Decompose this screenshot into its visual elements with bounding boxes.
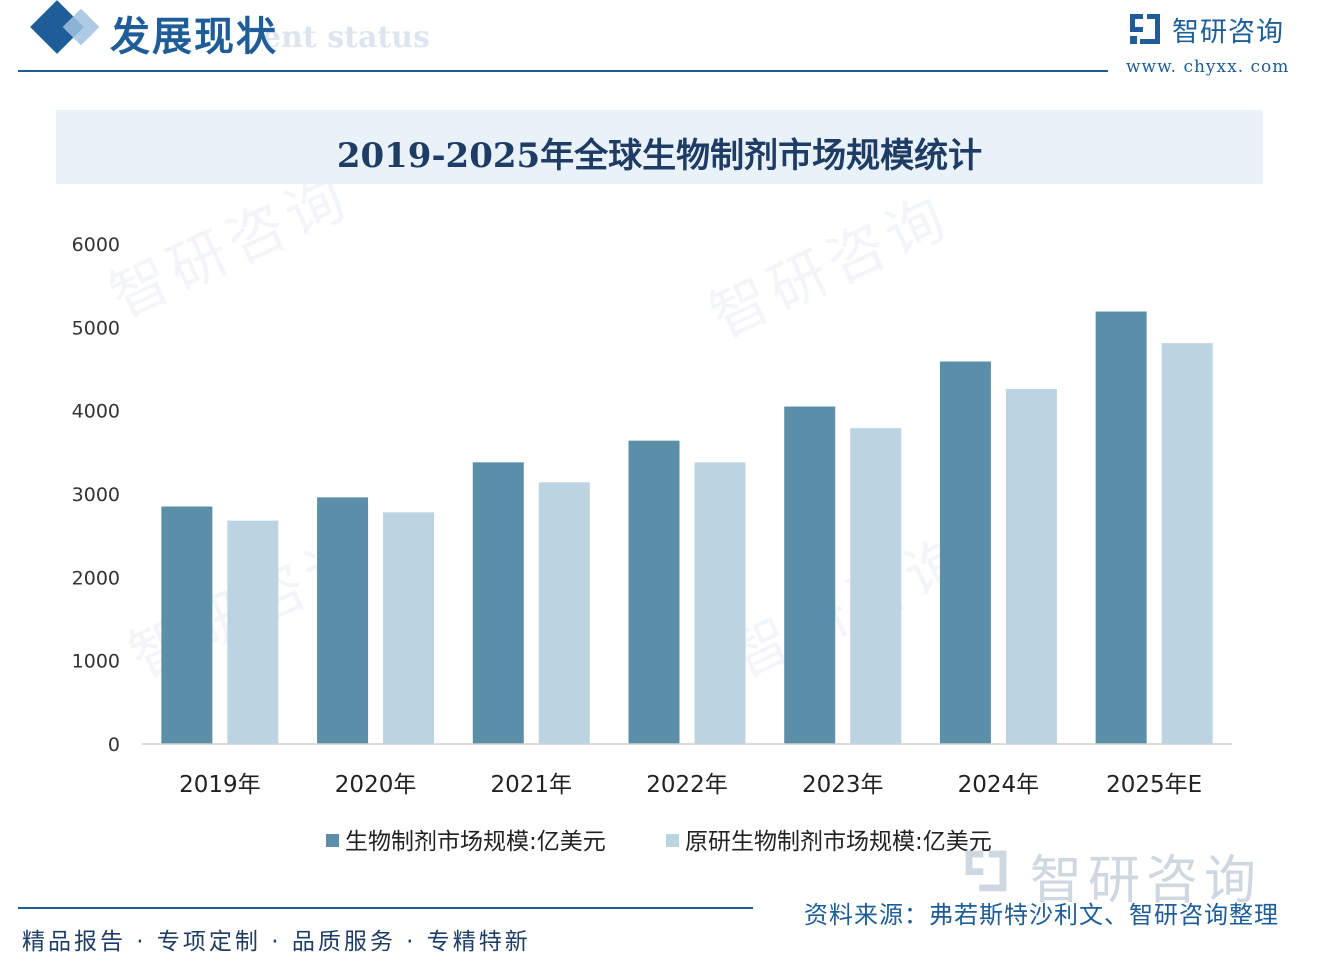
legend-item-series2: 原研生物制剂市场规模:亿美元: [666, 822, 992, 856]
y-tick-label: 0: [108, 734, 120, 756]
watermark-logo-icon: [965, 850, 1007, 892]
chart-title: 2019-2025年全球生物制剂市场规模统计: [336, 136, 983, 176]
bar-series1: [939, 361, 991, 744]
x-tick-label: 2022年: [646, 772, 728, 798]
x-tick-label: 2019年: [179, 772, 261, 798]
header-subtitle: ent status: [262, 20, 430, 55]
bar-series1: [161, 506, 213, 744]
chyxx-logo-icon: [1130, 14, 1160, 44]
bar-series1: [472, 462, 524, 744]
x-tick-label: 2024年: [958, 772, 1040, 798]
legend-swatch-series1: [326, 834, 339, 847]
watermark-text: 智研咨询: [1030, 851, 1263, 911]
footer-slogan: 精品报告 · 专项定制 · 品质服务 · 专精特新: [22, 929, 531, 955]
bar-series2: [227, 520, 279, 744]
legend-label-series1: 生物制剂市场规模:亿美元: [345, 829, 606, 855]
bar-series2: [538, 482, 590, 744]
x-tick-label: 2020年: [335, 772, 417, 798]
bar-series1: [784, 406, 836, 744]
y-tick-label: 4000: [72, 401, 120, 423]
legend-swatch-series2: [666, 834, 679, 847]
bar-series2: [694, 462, 746, 744]
x-tick-label: 2021年: [491, 772, 573, 798]
logo-text: 智研咨询: [1172, 17, 1284, 48]
bar-series2: [383, 512, 435, 744]
y-tick-label: 2000: [72, 567, 120, 589]
bar-chart: 0 1000 2000 3000 4000 5000 6000 2019年 2020年 2021…: [72, 234, 1232, 798]
source-note: 资料来源：弗若斯特沙利文、智研咨询整理: [804, 901, 1279, 929]
bar-series2: [850, 428, 902, 744]
logo-url[interactable]: www. chyxx. com: [1126, 57, 1290, 77]
bar-series1: [1095, 311, 1147, 744]
y-tick-label: 3000: [72, 484, 120, 506]
legend-item-series1: 生物制剂市场规模:亿美元: [326, 822, 606, 856]
bar-series1: [628, 440, 680, 744]
legend-label-series2: 原研生物制剂市场规模:亿美元: [685, 829, 992, 855]
x-tick-label: 2025年E: [1106, 772, 1202, 798]
x-tick-label: 2023年: [802, 772, 884, 798]
footer-divider: [18, 907, 753, 909]
chart-title-band: 2019-2025年全球生物制剂市场规模统计: [56, 110, 1263, 184]
bar-series2: [1005, 389, 1057, 744]
y-tick-label: 1000: [72, 651, 120, 673]
y-tick-label: 5000: [72, 317, 120, 339]
y-tick-label: 6000: [72, 234, 120, 256]
header-divider: [18, 70, 1108, 72]
bar-series2: [1161, 343, 1213, 744]
header-title: 发展现状: [110, 13, 278, 60]
bar-series1: [317, 497, 369, 744]
